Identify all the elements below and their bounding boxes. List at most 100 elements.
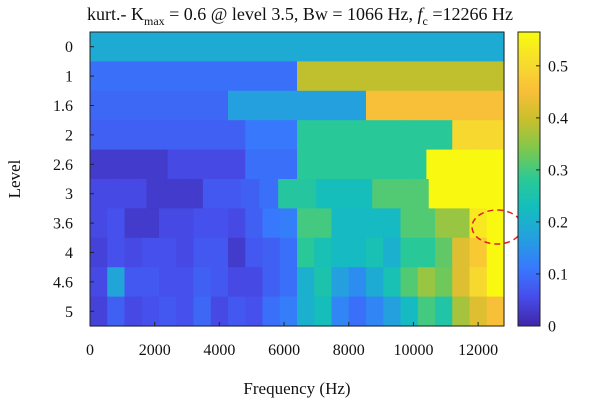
heatmap-cell <box>127 179 148 209</box>
colorbar-ticks: 0 0.1 0.2 0.3 0.4 0.5 <box>536 58 568 336</box>
heatmap-cell <box>469 296 488 327</box>
y-axis-ticks: 0 1 1.6 2 2.6 3 3.6 4 4.6 5 <box>53 39 94 321</box>
heatmap-cell <box>176 237 195 268</box>
heatmap-cell <box>391 179 411 209</box>
heatmap-cell <box>447 179 467 209</box>
y-tick-label: 0 <box>65 39 73 56</box>
colorbar-tick-label: 0.1 <box>548 266 568 283</box>
heatmap-cell <box>90 90 160 121</box>
heatmap-cell <box>228 90 298 121</box>
heatmap-cell <box>366 237 384 268</box>
heatmap-cell <box>193 208 212 239</box>
heatmap-cell <box>165 179 185 209</box>
chart-title: kurt.- Kmax = 0.6 @ level 3.5, Bw = 1066… <box>87 4 513 28</box>
heatmap-cell <box>417 296 436 327</box>
heatmap-cell <box>331 237 350 268</box>
heatmap-cell <box>159 296 177 327</box>
y-tick-label: 2 <box>65 127 73 144</box>
heatmap-cell <box>245 149 272 180</box>
heatmap-cell <box>428 179 449 209</box>
heatmap-cell <box>193 237 212 268</box>
heatmap-cell <box>279 267 298 298</box>
heatmap-cell <box>297 267 315 298</box>
heatmap-cell <box>297 120 350 151</box>
heatmap-cell <box>228 237 246 268</box>
heatmap-cell <box>383 296 402 327</box>
heatmap-cell <box>486 208 505 239</box>
heatmap-cell <box>322 149 350 180</box>
y-tick-label: 5 <box>65 304 73 321</box>
heatmap-cell <box>400 208 419 239</box>
colorbar-tick-label: 0.3 <box>548 162 568 179</box>
heatmap-cell <box>366 90 436 121</box>
y-axis-label: Level <box>5 159 24 198</box>
heatmap-cell <box>314 237 333 268</box>
heatmap-cell <box>141 120 195 151</box>
heatmap-cell <box>452 149 479 180</box>
y-tick-label: 1.6 <box>53 98 73 115</box>
heatmap-cell <box>400 237 419 268</box>
x-tick-label: 10000 <box>393 342 433 359</box>
heatmap-cell <box>383 237 402 268</box>
heatmap-cell <box>297 208 315 239</box>
heatmap-cell <box>184 179 204 209</box>
heatmap-cell <box>193 120 246 151</box>
heatmap-cell <box>90 61 298 92</box>
heatmap-cell <box>348 208 367 239</box>
x-axis-ticks: 0 2000 4000 6000 8000 10000 12000 <box>86 322 498 359</box>
heatmap-cell <box>262 296 281 327</box>
heatmap-cell <box>210 237 229 268</box>
heatmap-cell <box>159 237 177 268</box>
x-tick-label: 12000 <box>458 342 498 359</box>
heatmap-cell <box>348 267 367 298</box>
heatmap-cell <box>469 237 488 268</box>
heatmap-cell <box>90 32 505 62</box>
heatmap-cell <box>400 267 419 298</box>
heatmap-cell <box>366 296 384 327</box>
heatmap-cell <box>90 296 108 327</box>
heatmap-cell <box>107 296 126 327</box>
heatmap-cell <box>240 179 260 209</box>
heatmap-cell <box>259 179 279 209</box>
heatmap-cell <box>278 179 298 209</box>
heatmap-cell <box>141 267 160 298</box>
heatmap-cell <box>176 267 195 298</box>
heatmap-cell <box>331 208 350 239</box>
y-tick-label: 3 <box>65 186 73 203</box>
heatmap-cell <box>167 149 195 180</box>
heatmap-cell <box>372 179 392 209</box>
heatmap-cell <box>141 237 160 268</box>
heatmap-cell <box>90 267 108 298</box>
heatmap-cell <box>435 267 453 298</box>
heatmap-cell <box>348 120 402 151</box>
heatmap-cell <box>108 179 129 209</box>
heatmap-cell <box>159 267 177 298</box>
plot-frame <box>89 31 505 327</box>
heatmap-cell <box>469 208 488 239</box>
heatmap-cell <box>435 208 453 239</box>
heatmap-cell <box>334 179 355 209</box>
heatmap-cell <box>417 267 436 298</box>
heatmap-cell <box>124 296 143 327</box>
heatmap-cell <box>297 90 367 121</box>
x-tick-label: 2000 <box>139 342 171 359</box>
heatmap-cell <box>426 149 453 180</box>
heatmap-cell <box>107 267 126 298</box>
heatmap-cell <box>366 267 384 298</box>
heatmap-cell <box>435 237 453 268</box>
heatmap-cell <box>107 208 126 239</box>
heatmap-cell <box>452 237 471 268</box>
heatmap-cell <box>485 179 505 209</box>
heatmap-cell <box>90 149 117 180</box>
heatmap-cell <box>314 296 333 327</box>
x-tick-label: 8000 <box>333 342 365 359</box>
heatmap-cell <box>262 267 281 298</box>
y-tick-label: 4 <box>65 245 73 262</box>
colorbar-tick-label: 0.5 <box>548 58 568 75</box>
colorbar-tick-label: 0.4 <box>548 110 568 127</box>
heatmap-cell <box>90 237 108 268</box>
x-tick-label: 4000 <box>203 342 235 359</box>
heatmap-cell <box>469 267 488 298</box>
